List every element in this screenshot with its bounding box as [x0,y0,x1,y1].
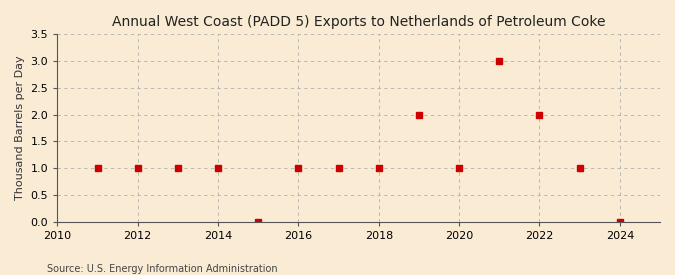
Title: Annual West Coast (PADD 5) Exports to Netherlands of Petroleum Coke: Annual West Coast (PADD 5) Exports to Ne… [112,15,605,29]
Y-axis label: Thousand Barrels per Day: Thousand Barrels per Day [15,56,25,200]
Text: Source: U.S. Energy Information Administration: Source: U.S. Energy Information Administ… [47,264,278,274]
